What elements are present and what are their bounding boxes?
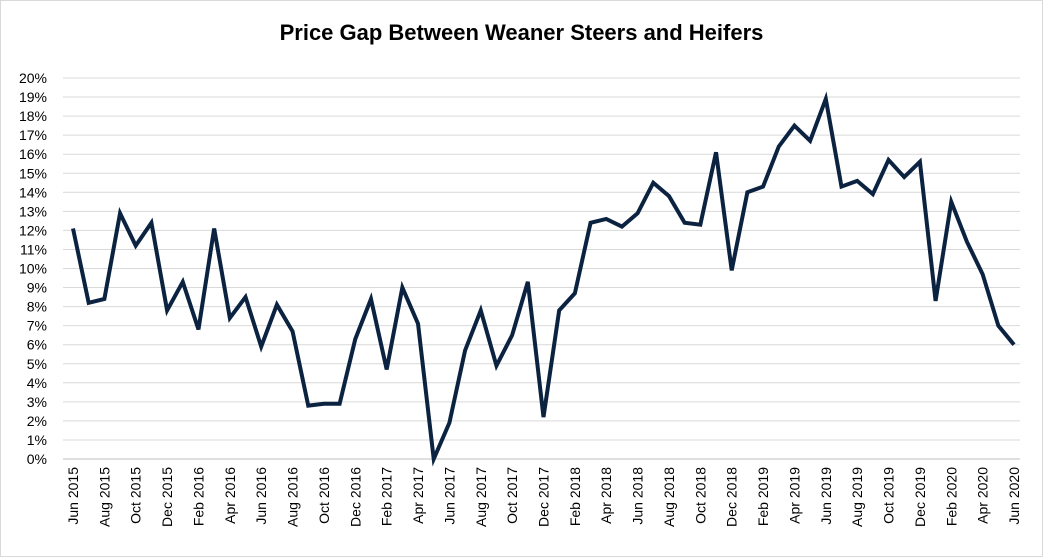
x-tick-label: Oct 2019: [881, 467, 897, 524]
y-tick-label: 6%: [27, 337, 47, 353]
x-tick-label: Aug 2018: [661, 467, 677, 527]
y-tick-label: 9%: [27, 280, 47, 296]
x-tick-label: Apr 2017: [410, 467, 426, 524]
x-tick-label: Jun 2015: [65, 467, 81, 525]
x-tick-label: Dec 2019: [912, 467, 928, 527]
y-tick-label: 13%: [19, 203, 47, 219]
x-tick-label: Apr 2019: [786, 467, 802, 524]
x-tick-label: Dec 2015: [159, 467, 175, 527]
x-tick-label: Dec 2016: [347, 467, 363, 527]
x-tick-label: Oct 2017: [504, 467, 520, 524]
y-tick-label: 18%: [19, 108, 47, 124]
y-tick-label: 8%: [27, 299, 47, 315]
x-tick-label: Feb 2019: [755, 467, 771, 526]
y-tick-label: 14%: [19, 184, 47, 200]
x-tick-label: Feb 2017: [379, 467, 395, 526]
x-tick-label: Jun 2016: [253, 467, 269, 525]
y-tick-label: 15%: [19, 165, 47, 181]
x-tick-label: Dec 2017: [536, 467, 552, 527]
x-tick-label: Oct 2015: [128, 467, 144, 524]
y-axis-ticks: 0% 1% 2% 3% 4% 5% 6% 7% 8% 9% 10% 11% 12% 13% 14% 15% 16…: [19, 70, 47, 467]
chart-title: Price Gap Between Weaner Steers and Heif…: [279, 20, 764, 45]
y-tick-label: 2%: [27, 413, 47, 429]
x-tick-label: Jun 2019: [818, 467, 834, 525]
x-tick-label: Apr 2016: [222, 467, 238, 524]
y-tick-label: 5%: [27, 356, 47, 372]
x-tick-label: Aug 2019: [849, 467, 865, 527]
y-tick-label: 11%: [20, 241, 47, 257]
x-tick-label: Feb 2020: [943, 467, 959, 526]
y-tick-label: 0%: [27, 451, 47, 467]
y-tick-label: 1%: [27, 432, 47, 448]
x-tick-label: Oct 2018: [692, 467, 708, 524]
x-tick-label: Aug 2017: [473, 467, 489, 527]
y-tick-label: 3%: [27, 394, 47, 410]
series-line: [71, 91, 1016, 467]
x-tick-label: Jun 2018: [630, 467, 646, 525]
x-tick-label: Apr 2020: [975, 467, 991, 524]
x-tick-label: Oct 2016: [316, 467, 332, 524]
x-tick-label: Apr 2018: [598, 467, 614, 524]
x-tick-label: Feb 2016: [190, 467, 206, 526]
x-tick-label: Jun 2020: [1006, 467, 1022, 525]
y-tick-label: 4%: [27, 375, 47, 391]
x-tick-label: Dec 2018: [724, 467, 740, 527]
x-tick-label: Aug 2016: [285, 467, 301, 527]
y-tick-label: 17%: [19, 127, 47, 143]
series-layer: [71, 91, 1016, 467]
y-tick-label: 19%: [19, 89, 47, 105]
y-tick-label: 20%: [19, 70, 47, 86]
x-axis-ticks: Jun 2015 Aug 2015 Oct 2015 Dec 2015 Feb 2016…: [65, 467, 1022, 527]
y-tick-label: 12%: [19, 222, 47, 238]
y-tick-label: 10%: [19, 261, 47, 277]
y-tick-label: 7%: [27, 318, 47, 334]
y-tick-label: 16%: [19, 146, 47, 162]
x-tick-label: Jun 2017: [441, 467, 457, 525]
x-tick-label: Feb 2018: [567, 467, 583, 526]
x-tick-label: Aug 2015: [96, 467, 112, 527]
